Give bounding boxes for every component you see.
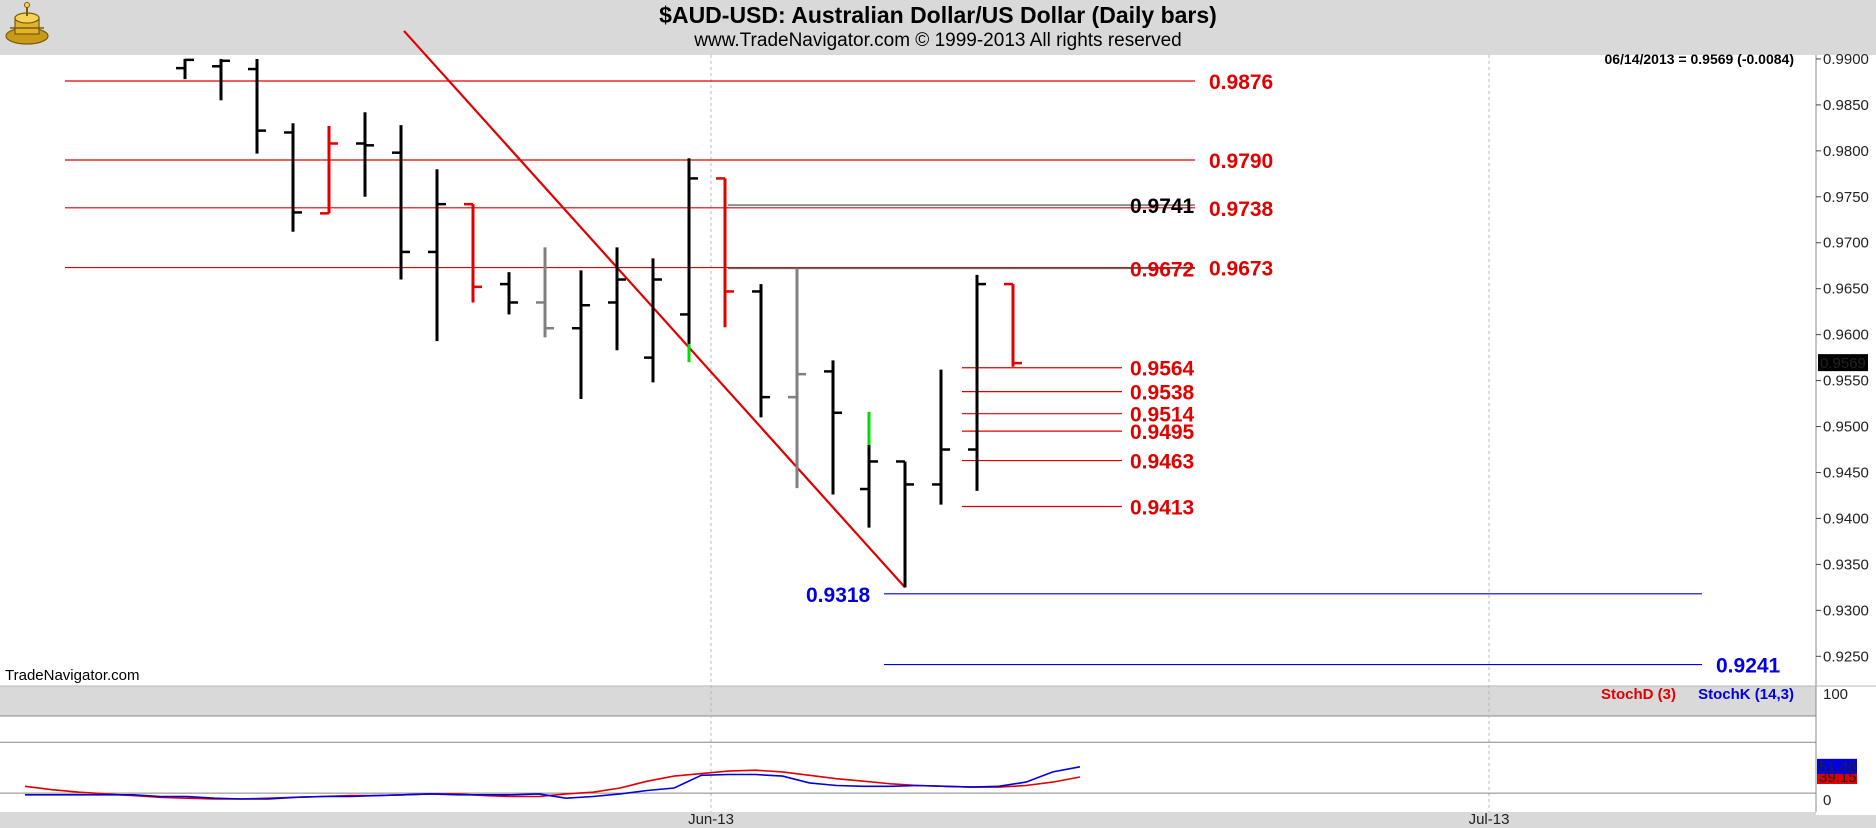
last-price-box bbox=[1818, 354, 1868, 372]
stoch-tick-label: 100 bbox=[1823, 686, 1848, 703]
ohlc-bar bbox=[896, 460, 914, 588]
ohlc-bar bbox=[284, 123, 302, 232]
price-tick-label: 0.9600 bbox=[1823, 327, 1869, 344]
ohlc-bar bbox=[1004, 282, 1022, 367]
ohlc-bar bbox=[860, 444, 878, 528]
ohlc-bar bbox=[608, 247, 626, 351]
retracement-label: 0.9495 bbox=[1130, 421, 1195, 444]
stoch-tick-label: 0 bbox=[1823, 792, 1831, 809]
date-label: Jul-13 bbox=[1469, 811, 1510, 828]
retracement-label: 0.9463 bbox=[1130, 451, 1194, 474]
price-tick-label: 0.9400 bbox=[1823, 510, 1869, 527]
stoch-last-value: 51.46 bbox=[1819, 759, 1857, 776]
price-tick-label: 0.9450 bbox=[1823, 464, 1869, 481]
stoch-d-line bbox=[24, 769, 1081, 800]
support-label: 0.9318 bbox=[806, 584, 871, 607]
gray-level-label: 0.9741 bbox=[1130, 195, 1195, 218]
stoch-k-line bbox=[25, 766, 1081, 800]
price-tick-label: 0.9850 bbox=[1823, 97, 1869, 114]
ohlc-bar bbox=[428, 169, 446, 342]
ohlc-bar bbox=[824, 360, 842, 495]
support-label: 0.9241 bbox=[1716, 655, 1781, 678]
stoch-d-legend: StochD (3) bbox=[1600, 686, 1676, 703]
indicator-legend: StochD (3) StochK (14,3) bbox=[1601, 686, 1794, 703]
price-tick-label: 0.9550 bbox=[1823, 373, 1869, 390]
price-tick-label: 0.9750 bbox=[1823, 189, 1869, 206]
ohlc-bar bbox=[536, 247, 554, 338]
ohlc-bar bbox=[644, 258, 662, 383]
watermark: TradeNavigator.com bbox=[5, 667, 140, 684]
ohlc-bar bbox=[500, 272, 518, 315]
price-tick-label: 0.9350 bbox=[1823, 556, 1869, 573]
ohlc-bar bbox=[788, 268, 806, 489]
trade-navigator-logo bbox=[2, 2, 52, 52]
retracement-label: 0.9413 bbox=[1130, 496, 1194, 519]
stoch-last-box bbox=[1817, 758, 1857, 774]
price-tick-label: 0.9500 bbox=[1823, 419, 1869, 436]
gray-level-label: 0.9672 bbox=[1130, 258, 1194, 281]
retracement-label: 0.9514 bbox=[1130, 404, 1195, 427]
retracement-label: 0.9538 bbox=[1130, 382, 1195, 405]
resistance-label: 0.9790 bbox=[1209, 150, 1273, 173]
date-label: Jun-13 bbox=[688, 811, 734, 828]
last-price-label: 0.9569 bbox=[1820, 355, 1866, 372]
ohlc-bar bbox=[392, 125, 410, 280]
ohlc-bar bbox=[212, 58, 230, 101]
resistance-label: 0.9876 bbox=[1209, 71, 1273, 94]
price-tick-label: 0.9300 bbox=[1823, 602, 1869, 619]
price-tick-label: 0.9800 bbox=[1823, 143, 1869, 160]
retracement-label: 0.9564 bbox=[1130, 358, 1195, 381]
chart-subtitle: www.TradeNavigator.com © 1999-2013 All r… bbox=[694, 30, 1182, 51]
ohlc-bar bbox=[176, 58, 194, 80]
resistance-label: 0.9738 bbox=[1209, 198, 1274, 221]
ohlc-bar bbox=[320, 126, 338, 215]
ohlc-bar bbox=[464, 202, 482, 303]
indicator-panel bbox=[0, 716, 1816, 812]
ohlc-bar bbox=[932, 369, 950, 505]
price-tick-label: 0.9700 bbox=[1823, 235, 1869, 252]
price-tick-label: 0.9900 bbox=[1823, 51, 1869, 68]
price-tick-label: 0.9650 bbox=[1823, 281, 1869, 298]
price-tick-label: 0.9250 bbox=[1823, 648, 1869, 665]
price-axis bbox=[1816, 55, 1876, 815]
ohlc-bar bbox=[716, 177, 734, 328]
price-status: 06/14/2013 = 0.9569 (-0.0084) bbox=[1604, 51, 1794, 67]
ohlc-bar bbox=[968, 274, 986, 491]
ohlc-bar bbox=[680, 158, 698, 355]
ohlc-bar bbox=[752, 284, 770, 418]
chart-title: $AUD-USD: Australian Dollar/US Dollar (D… bbox=[659, 2, 1217, 28]
ohlc-bar bbox=[248, 58, 266, 154]
ohlc-bar bbox=[356, 112, 374, 197]
price-panel bbox=[0, 55, 1816, 686]
ohlc-bar bbox=[572, 270, 590, 399]
resistance-label: 0.9673 bbox=[1209, 258, 1273, 281]
stoch-k-legend: StochK (14,3) bbox=[1698, 686, 1794, 703]
